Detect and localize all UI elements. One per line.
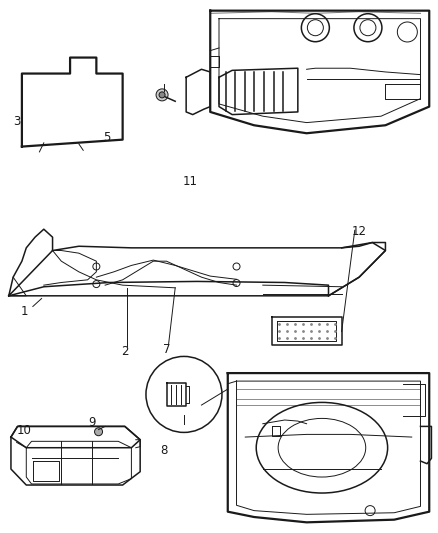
Circle shape <box>146 357 222 432</box>
Text: 5: 5 <box>104 131 111 144</box>
Text: 3: 3 <box>13 115 20 128</box>
Text: 7: 7 <box>162 343 170 356</box>
Text: 9: 9 <box>88 416 96 429</box>
Text: 8: 8 <box>161 444 168 457</box>
Text: 1: 1 <box>20 305 28 318</box>
Circle shape <box>95 427 102 436</box>
Text: 11: 11 <box>183 175 198 188</box>
Text: 2: 2 <box>121 345 129 358</box>
Text: 10: 10 <box>17 424 32 437</box>
Circle shape <box>156 89 168 101</box>
Text: 12: 12 <box>352 225 367 238</box>
Circle shape <box>159 92 165 98</box>
